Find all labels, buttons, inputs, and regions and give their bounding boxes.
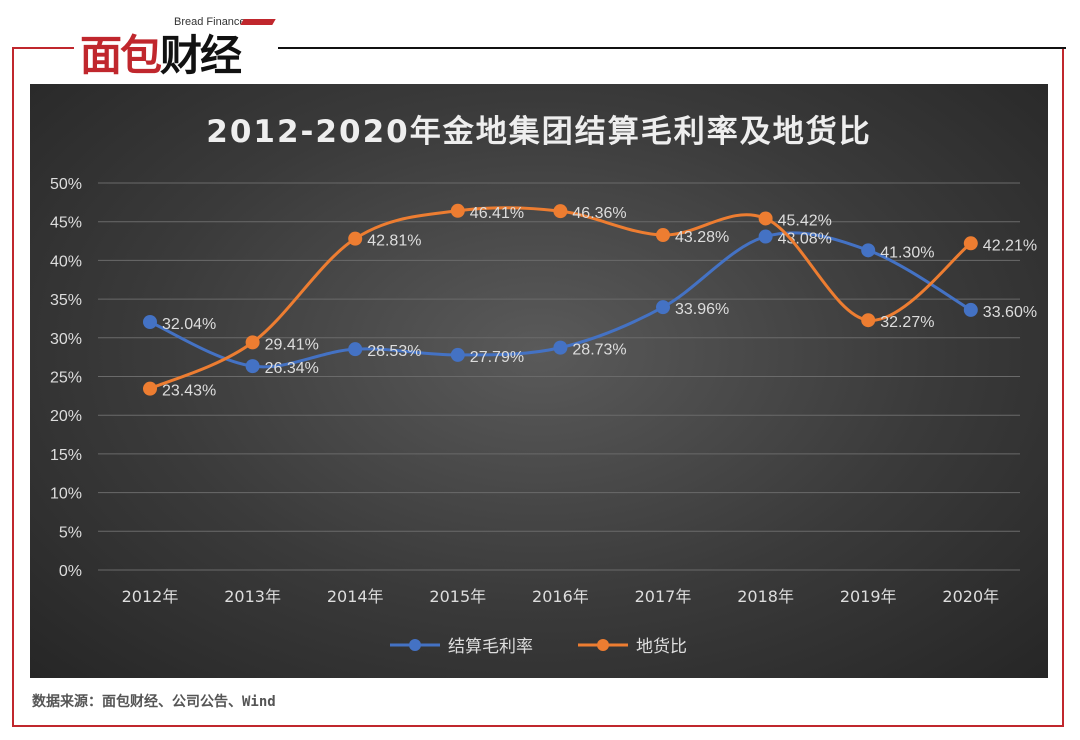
data-point [143, 381, 157, 396]
data-point [861, 313, 876, 328]
legend-label: 结算毛利率 [448, 637, 533, 657]
data-point [143, 315, 157, 330]
frame-top-red [12, 47, 74, 49]
y-tick-label: 30% [50, 331, 82, 348]
data-label: 46.36% [572, 205, 626, 222]
data-point [245, 359, 260, 374]
y-tick-label: 25% [50, 370, 82, 387]
data-label: 26.34% [265, 360, 319, 377]
data-label: 27.79% [470, 349, 524, 366]
data-point [758, 211, 773, 226]
y-tick-label: 45% [50, 215, 82, 232]
data-point [963, 302, 978, 317]
data-label: 41.30% [880, 244, 934, 261]
data-point [861, 243, 876, 258]
data-point [348, 342, 363, 357]
data-point [348, 231, 363, 246]
logo-chinese: 面包财经 [80, 31, 242, 80]
frame-top-line [278, 47, 1066, 49]
x-tick-label: 2017年 [635, 587, 692, 606]
x-tick-label: 2018年 [737, 587, 794, 606]
line-chart: 0% 5% 10% 15% 20% 25% 30% 35% 40% 45% 50% 2012年 2013… [50, 176, 1037, 657]
data-point [656, 300, 670, 315]
x-tick-label: 2016年 [532, 587, 589, 606]
frame-border [12, 47, 1064, 727]
x-tick-label: 2012年 [122, 587, 179, 606]
data-label: 23.43% [162, 383, 216, 400]
y-tick-label: 15% [50, 447, 82, 464]
y-tick-label: 35% [50, 292, 82, 309]
data-point [553, 204, 568, 219]
data-label: 42.21% [983, 237, 1037, 254]
data-point [758, 229, 773, 244]
data-label: 32.27% [880, 314, 934, 331]
data-source: 数据来源：面包财经、公司公告、Wind [32, 694, 276, 710]
brand-logo: Bread Finance 面包财经 [76, 14, 276, 80]
data-point [656, 228, 670, 243]
x-tick-label: 2015年 [429, 587, 486, 606]
data-point [553, 340, 568, 355]
y-tick-label: 10% [50, 486, 82, 503]
data-label: 33.60% [983, 304, 1037, 321]
data-label: 32.04% [162, 316, 216, 333]
logo-english: Bread Finance [174, 16, 246, 28]
y-tick-label: 50% [50, 176, 82, 193]
x-tick-label: 2014年 [327, 587, 384, 606]
data-point [450, 347, 465, 362]
data-label: 45.42% [778, 212, 832, 229]
data-point [245, 335, 260, 350]
chart-title: 2012-2020年金地集团结算毛利率及地货比 [206, 114, 872, 150]
x-tick-label: 2019年 [840, 587, 897, 606]
logo-bar [240, 19, 276, 25]
data-label: 46.41% [470, 205, 524, 222]
y-tick-label: 40% [50, 253, 82, 270]
y-tick-label: 5% [59, 524, 82, 541]
data-label: 33.96% [675, 301, 729, 318]
data-label: 42.81% [367, 233, 421, 250]
x-tick-label: 2020年 [942, 587, 999, 606]
legend-marker [409, 639, 421, 651]
x-tick-label: 2013年 [224, 587, 281, 606]
data-point [963, 236, 978, 251]
data-label: 28.73% [572, 342, 626, 359]
data-label: 43.28% [675, 229, 729, 246]
data-label: 43.08% [778, 231, 832, 248]
y-tick-label: 20% [50, 408, 82, 425]
data-label: 28.53% [367, 343, 421, 360]
chart-panel: 2012-2020年金地集团结算毛利率及地货比 0% 5% 10% 15% 20% 25%… [30, 84, 1048, 678]
legend-label: 地货比 [636, 637, 687, 657]
legend-marker [597, 639, 609, 651]
data-point [450, 203, 465, 218]
y-tick-label: 0% [59, 563, 82, 580]
data-label: 29.41% [265, 336, 319, 353]
